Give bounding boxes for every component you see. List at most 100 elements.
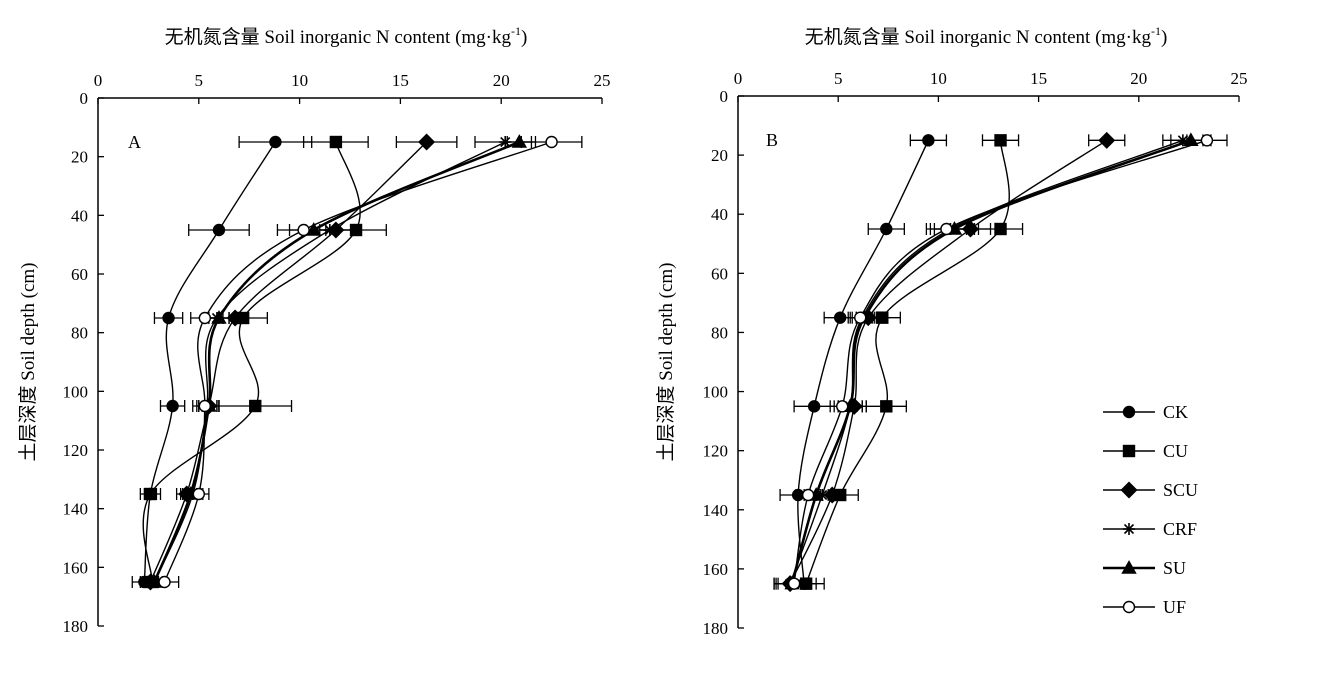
y-tick-label: 80 [711,323,728,342]
y-tick-label: 180 [63,617,89,636]
marker-circle [834,311,847,324]
data-point [158,575,171,589]
x-tick-label: 5 [195,71,204,90]
marker-square [994,134,1007,147]
y-tick-label: 160 [703,560,729,579]
y-tick-label: 0 [80,89,89,108]
marker-open-circle [198,399,212,413]
marker-asterisk [1123,523,1135,535]
marker-diamond [1120,481,1138,499]
x-tick-label: 10 [291,71,308,90]
panel-label: A [128,132,141,152]
data-point [545,135,558,149]
marker-diamond [1098,131,1116,149]
series-crf [773,134,1204,590]
y-tick-label: 40 [711,205,728,224]
marker-open-circle [1122,600,1136,614]
legend: CK CU SCU CRF SU UF [1103,402,1198,617]
chart-panel-b: 无机氮含量 Soil inorganic N content (mg·kg-1)… [655,24,1248,638]
data-point [1098,131,1116,149]
axes: 0 5 10 15 20 25 0 20 40 60 80 100 120 140 160 180 [63,71,611,636]
y-tick-label: 160 [63,558,89,577]
data-point [511,134,528,148]
marker-triangle [146,574,163,588]
marker-open-circle [854,311,867,324]
legend-item-uf: UF [1103,597,1186,617]
marker-circle [212,223,226,237]
data-point [801,488,815,502]
marker-square [880,400,893,413]
marker-open-circle [801,488,815,502]
series-scu [773,131,1126,593]
marker-square [144,487,157,501]
marker-diamond [418,133,436,151]
y-tick-label: 60 [711,264,728,283]
x-tick-label: 20 [1130,69,1147,88]
data-point [166,399,179,413]
data-point [212,223,226,237]
panel-label: B [766,130,778,150]
x-tick-label: 0 [94,71,103,90]
x-tick-label: 0 [734,69,743,88]
data-point [198,399,212,413]
y-tick-label: 140 [703,501,729,520]
data-point [162,311,175,325]
marker-diamond [226,309,244,327]
legend-item-cu: CU [1103,441,1188,461]
y-tick-label: 0 [720,87,729,106]
y-axis-title: 土层深度 Soil depth (cm) [17,263,39,462]
series-line-crf [153,141,506,583]
x-tick-label: 10 [930,69,947,88]
legend-label: UF [1163,597,1186,617]
marker-open-circle [198,311,212,325]
legend-label: CK [1163,402,1188,422]
data-point [1183,132,1199,147]
legend-label: SCU [1163,480,1198,500]
series-ck [779,134,948,590]
x-axis-title: 无机氮含量 Soil inorganic N content (mg·kg-1) [805,24,1168,48]
data-point [297,223,310,237]
series-line-scu [789,139,1108,584]
data-point [834,311,847,324]
y-axis-title: 土层深度 Soil depth (cm) [655,263,677,462]
series-lines [142,140,552,583]
series-line-crf [789,139,1184,584]
marker-circle [1122,405,1136,419]
marker-triangle [511,134,528,148]
series-su [145,134,533,588]
marker-open-circle [545,135,558,149]
y-tick-label: 100 [63,382,89,401]
x-tick-label: 20 [493,71,510,90]
data-point [994,222,1007,236]
marker-open-circle [1200,134,1214,147]
x-tick-label: 25 [1231,69,1248,88]
marker-triangle [1183,132,1199,147]
x-tick-label: 25 [594,71,611,90]
marker-open-circle [192,487,206,501]
data-point [249,399,262,413]
data-point [144,487,157,501]
marker-square [994,222,1007,236]
data-point [940,222,953,236]
y-tick-label: 20 [71,148,88,167]
y-tick-label: 60 [71,265,88,284]
x-tick-label: 15 [392,71,409,90]
x-tick-label: 5 [834,69,843,88]
series-uf [777,134,1228,590]
data-point [880,400,893,413]
marker-square [1122,444,1136,458]
data-point [418,133,436,151]
legend-label: CRF [1163,519,1197,539]
legend-item-su: SU [1103,558,1186,578]
marker-triangle [306,222,322,236]
y-tick-label: 120 [63,441,89,460]
legend-item-ck: CK [1103,402,1188,422]
y-tick-label: 100 [703,383,729,402]
marker-square [329,135,343,149]
marker-triangle [1121,560,1137,574]
series-lines [789,139,1208,585]
x-axis-title: 无机氮含量 Soil inorganic N content (mg·kg-1) [165,24,528,48]
data-point [787,577,801,590]
axes: 0 5 10 15 20 25 0 20 40 60 80 100 120 140 160 180 [703,69,1248,638]
